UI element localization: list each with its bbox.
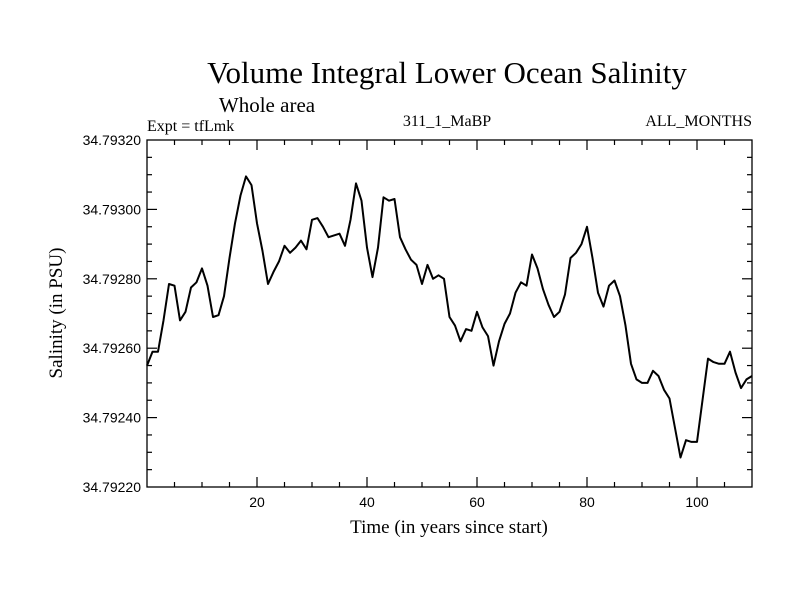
x-tick-label: 40	[359, 494, 375, 510]
y-tick-label: 34.79320	[83, 132, 142, 148]
y-tick-label: 34.79260	[83, 340, 142, 356]
y-axis-label: Salinity (in PSU)	[46, 248, 67, 379]
x-tick-label: 20	[249, 494, 265, 510]
experiment-label: Expt = tfLmk	[147, 118, 234, 135]
x-tick-label: 60	[469, 494, 485, 510]
x-tick-label: 80	[579, 494, 595, 510]
y-axis: 34.79220 34.79240 34.79260 34.79280 34.79300…	[83, 132, 752, 495]
y-tick-label: 34.79280	[83, 271, 142, 287]
x-axis-label: Time (in years since start)	[350, 517, 548, 538]
y-tick-label: 34.79220	[83, 479, 142, 495]
salinity-series-line	[146, 175, 753, 459]
x-tick-label: 100	[685, 494, 709, 510]
chart-subtitle: Whole area	[219, 93, 316, 117]
run-label: 311_1_MaBP	[403, 113, 491, 130]
months-label: ALL_MONTHS	[645, 113, 752, 130]
chart-title: Volume Integral Lower Ocean Salinity	[207, 55, 687, 90]
y-tick-label: 34.79300	[83, 201, 142, 217]
x-axis: 20 40 60 80 100	[173, 140, 726, 510]
y-tick-label: 34.79240	[83, 410, 142, 426]
